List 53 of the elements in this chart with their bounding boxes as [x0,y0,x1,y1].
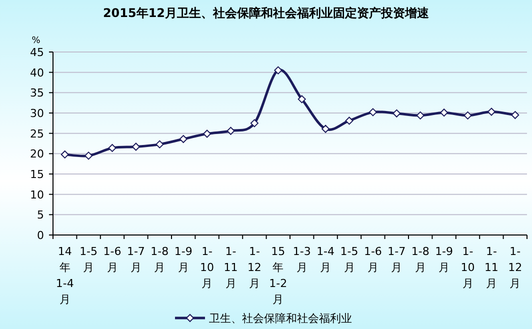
point [464,111,472,120]
chart-title: 2015年12月卫生、社会保障和社会福利业固定资产投资增速 [102,6,430,20]
x-tick-label: 1-8月 [411,245,430,274]
legend-label: 卫生、社会保障和社会福利业 [209,312,352,325]
x-tick-label: 1-9月 [174,245,192,274]
y-tick-label: 45 [30,46,44,59]
x-tick-label: 1-11月 [484,245,498,290]
point [440,108,448,117]
x-tick-label: 1-8月 [150,245,169,274]
y-tick-label: 15 [30,168,44,181]
x-tick-label: 1-5月 [80,245,98,274]
point [179,135,188,144]
x-tick-label: 1-12月 [508,245,522,290]
y-tick-label: 5 [37,208,44,222]
y-tick-label: 20 [30,148,44,161]
y-tick-label: 30 [30,107,44,120]
point [274,66,282,74]
y-tick-label: 40 [30,66,44,80]
x-tick-label: 1-3月 [292,245,311,274]
x-tick-label: 1-7月 [388,245,406,274]
x-tick-label: 1-9月 [435,245,454,274]
y-tick-label: 25 [30,127,44,140]
point [511,111,520,120]
y-tick-label: 0 [37,229,44,242]
point [368,108,377,116]
point [392,109,401,118]
point [156,140,164,148]
x-tick-label: 14年1-4月 [56,245,74,306]
point [132,142,140,151]
point [345,116,354,125]
point [108,144,116,152]
x-tick-label: 1-5月 [340,245,358,274]
x-tick-label: 1-6月 [364,245,382,274]
point [226,126,235,135]
x-tick-label: 1-4月 [316,245,335,274]
x-tick-label: 1-10月 [460,245,475,290]
point [203,130,212,138]
x-tick-label: 1-11月 [224,245,238,290]
x-tick-label: 1-10月 [200,245,214,290]
x-tick-label: 1-12月 [247,245,262,290]
x-tick-label: 1-6月 [103,245,122,274]
point [84,152,93,160]
x-tick-label: 15年1-2月 [269,245,288,306]
point [250,119,258,128]
x-tick-label: 1-7月 [126,245,145,274]
point [322,124,330,133]
y-tick-label: 10 [30,188,44,202]
point [60,150,69,158]
y-axis-title: % [32,36,41,46]
point [416,111,424,120]
point [487,108,496,116]
point [298,95,306,104]
y-tick-label: 35 [30,86,44,100]
